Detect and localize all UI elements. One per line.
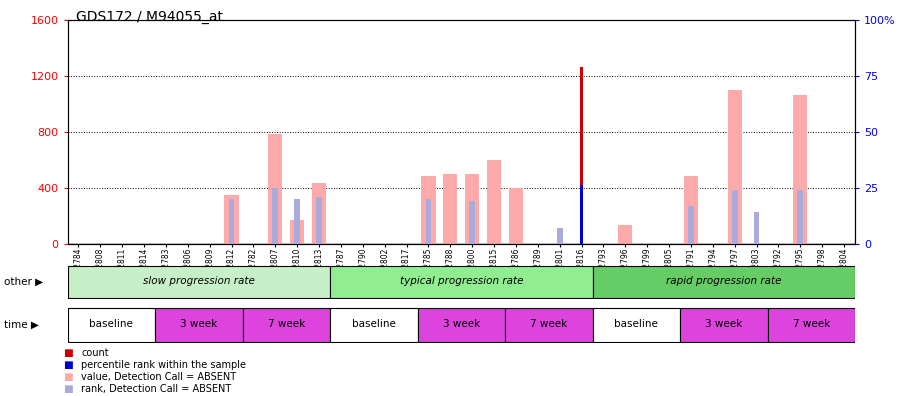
Bar [268,135,283,244]
Bar [680,308,768,342]
Bar [580,67,582,244]
Text: GDS172 / M94055_at: GDS172 / M94055_at [76,10,223,24]
Bar [465,173,480,244]
Bar [753,212,760,244]
Bar [290,220,304,244]
Bar [155,308,242,342]
Text: rank, Detection Call = ABSENT: rank, Detection Call = ABSENT [81,384,231,394]
Text: ■: ■ [63,384,73,394]
Text: time ▶: time ▶ [4,320,40,330]
Bar [68,308,155,342]
Bar [330,266,592,298]
Bar [418,308,505,342]
Text: baseline: baseline [352,319,396,329]
Bar [273,188,278,244]
Text: ■: ■ [63,372,73,382]
Text: 3 week: 3 week [180,319,218,329]
Bar [768,308,855,342]
Bar [580,185,582,244]
Bar [618,225,633,244]
Bar [557,228,562,244]
Bar [68,266,330,298]
Bar [684,176,698,244]
Text: rapid progression rate: rapid progression rate [666,276,781,286]
Text: count: count [81,348,109,358]
Bar [487,160,501,244]
Bar [469,201,475,244]
Bar [797,190,803,244]
Bar [312,183,326,244]
Bar [316,196,322,244]
Bar [508,188,523,244]
Bar [294,199,300,244]
Text: 3 week: 3 week [705,319,742,329]
Bar [688,206,694,244]
Bar [592,266,855,298]
Text: value, Detection Call = ABSENT: value, Detection Call = ABSENT [81,372,236,382]
Bar [426,199,431,244]
Text: 7 week: 7 week [530,319,567,329]
Bar [592,308,680,342]
Text: baseline: baseline [89,319,133,329]
Text: slow progression rate: slow progression rate [143,276,255,286]
Bar [421,176,436,244]
Bar [793,95,807,244]
Text: ■: ■ [63,348,73,358]
Bar [242,308,330,342]
Bar [732,190,737,244]
Text: typical progression rate: typical progression rate [400,276,523,286]
Text: 7 week: 7 week [267,319,305,329]
Text: other ▶: other ▶ [4,277,43,287]
Bar [330,308,418,342]
Text: baseline: baseline [615,319,658,329]
Text: 3 week: 3 week [443,319,480,329]
Bar [224,194,238,244]
Bar [443,173,457,244]
Text: percentile rank within the sample: percentile rank within the sample [81,360,246,370]
Text: 7 week: 7 week [793,319,830,329]
Bar [229,199,234,244]
Bar [727,90,742,244]
Text: ■: ■ [63,360,73,370]
Bar [505,308,592,342]
